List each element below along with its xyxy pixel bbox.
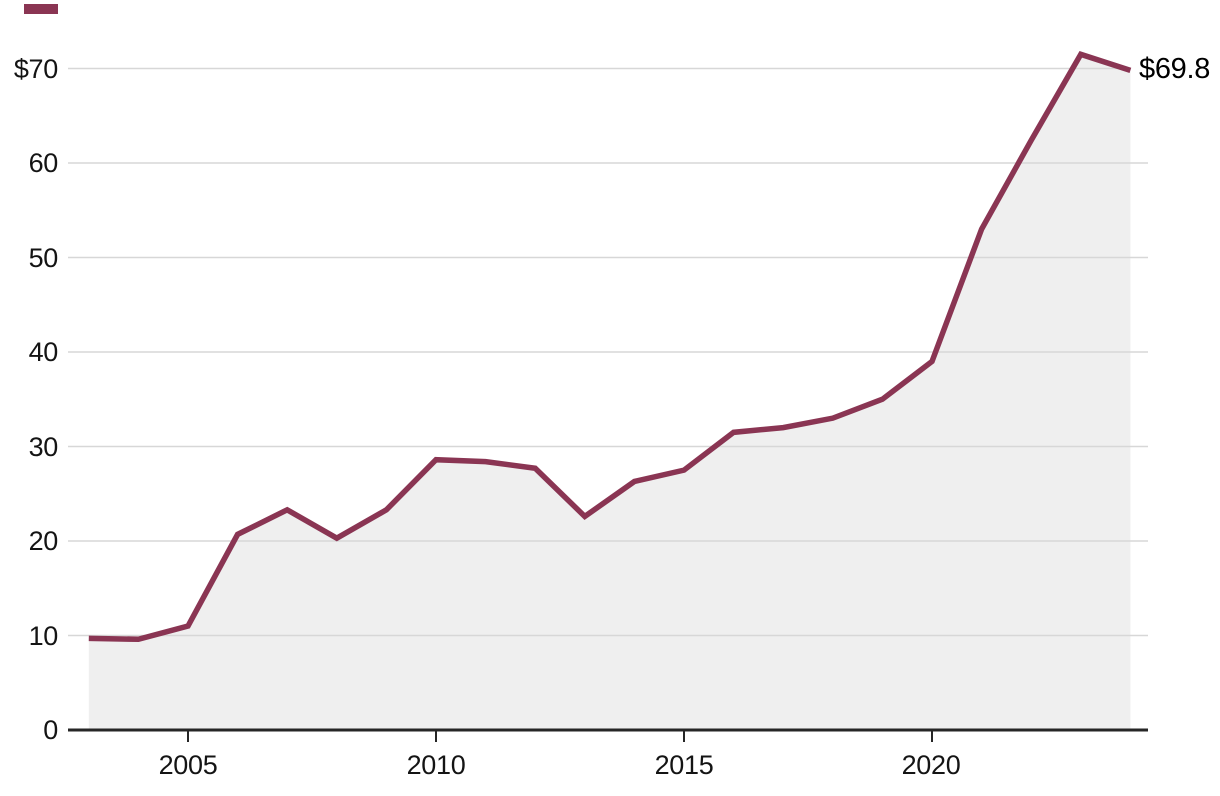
y-tick-label: 10 (28, 621, 59, 651)
x-tick-label: 2015 (654, 750, 714, 780)
y-tick-label: $70 (13, 54, 58, 84)
y-tick-label: 20 (28, 526, 59, 556)
end-value-label: $69.8 (1139, 53, 1211, 85)
y-tick-label: 0 (43, 715, 58, 745)
y-tick-label: 30 (28, 432, 59, 462)
y-tick-label: 60 (28, 148, 59, 178)
brand-tab (24, 4, 58, 14)
x-tick-label: 2020 (901, 750, 961, 780)
x-tick-label: 2005 (158, 750, 218, 780)
y-tick-label: 40 (28, 337, 59, 367)
x-tick-label: 2010 (406, 750, 466, 780)
y-tick-label: 50 (28, 243, 59, 273)
